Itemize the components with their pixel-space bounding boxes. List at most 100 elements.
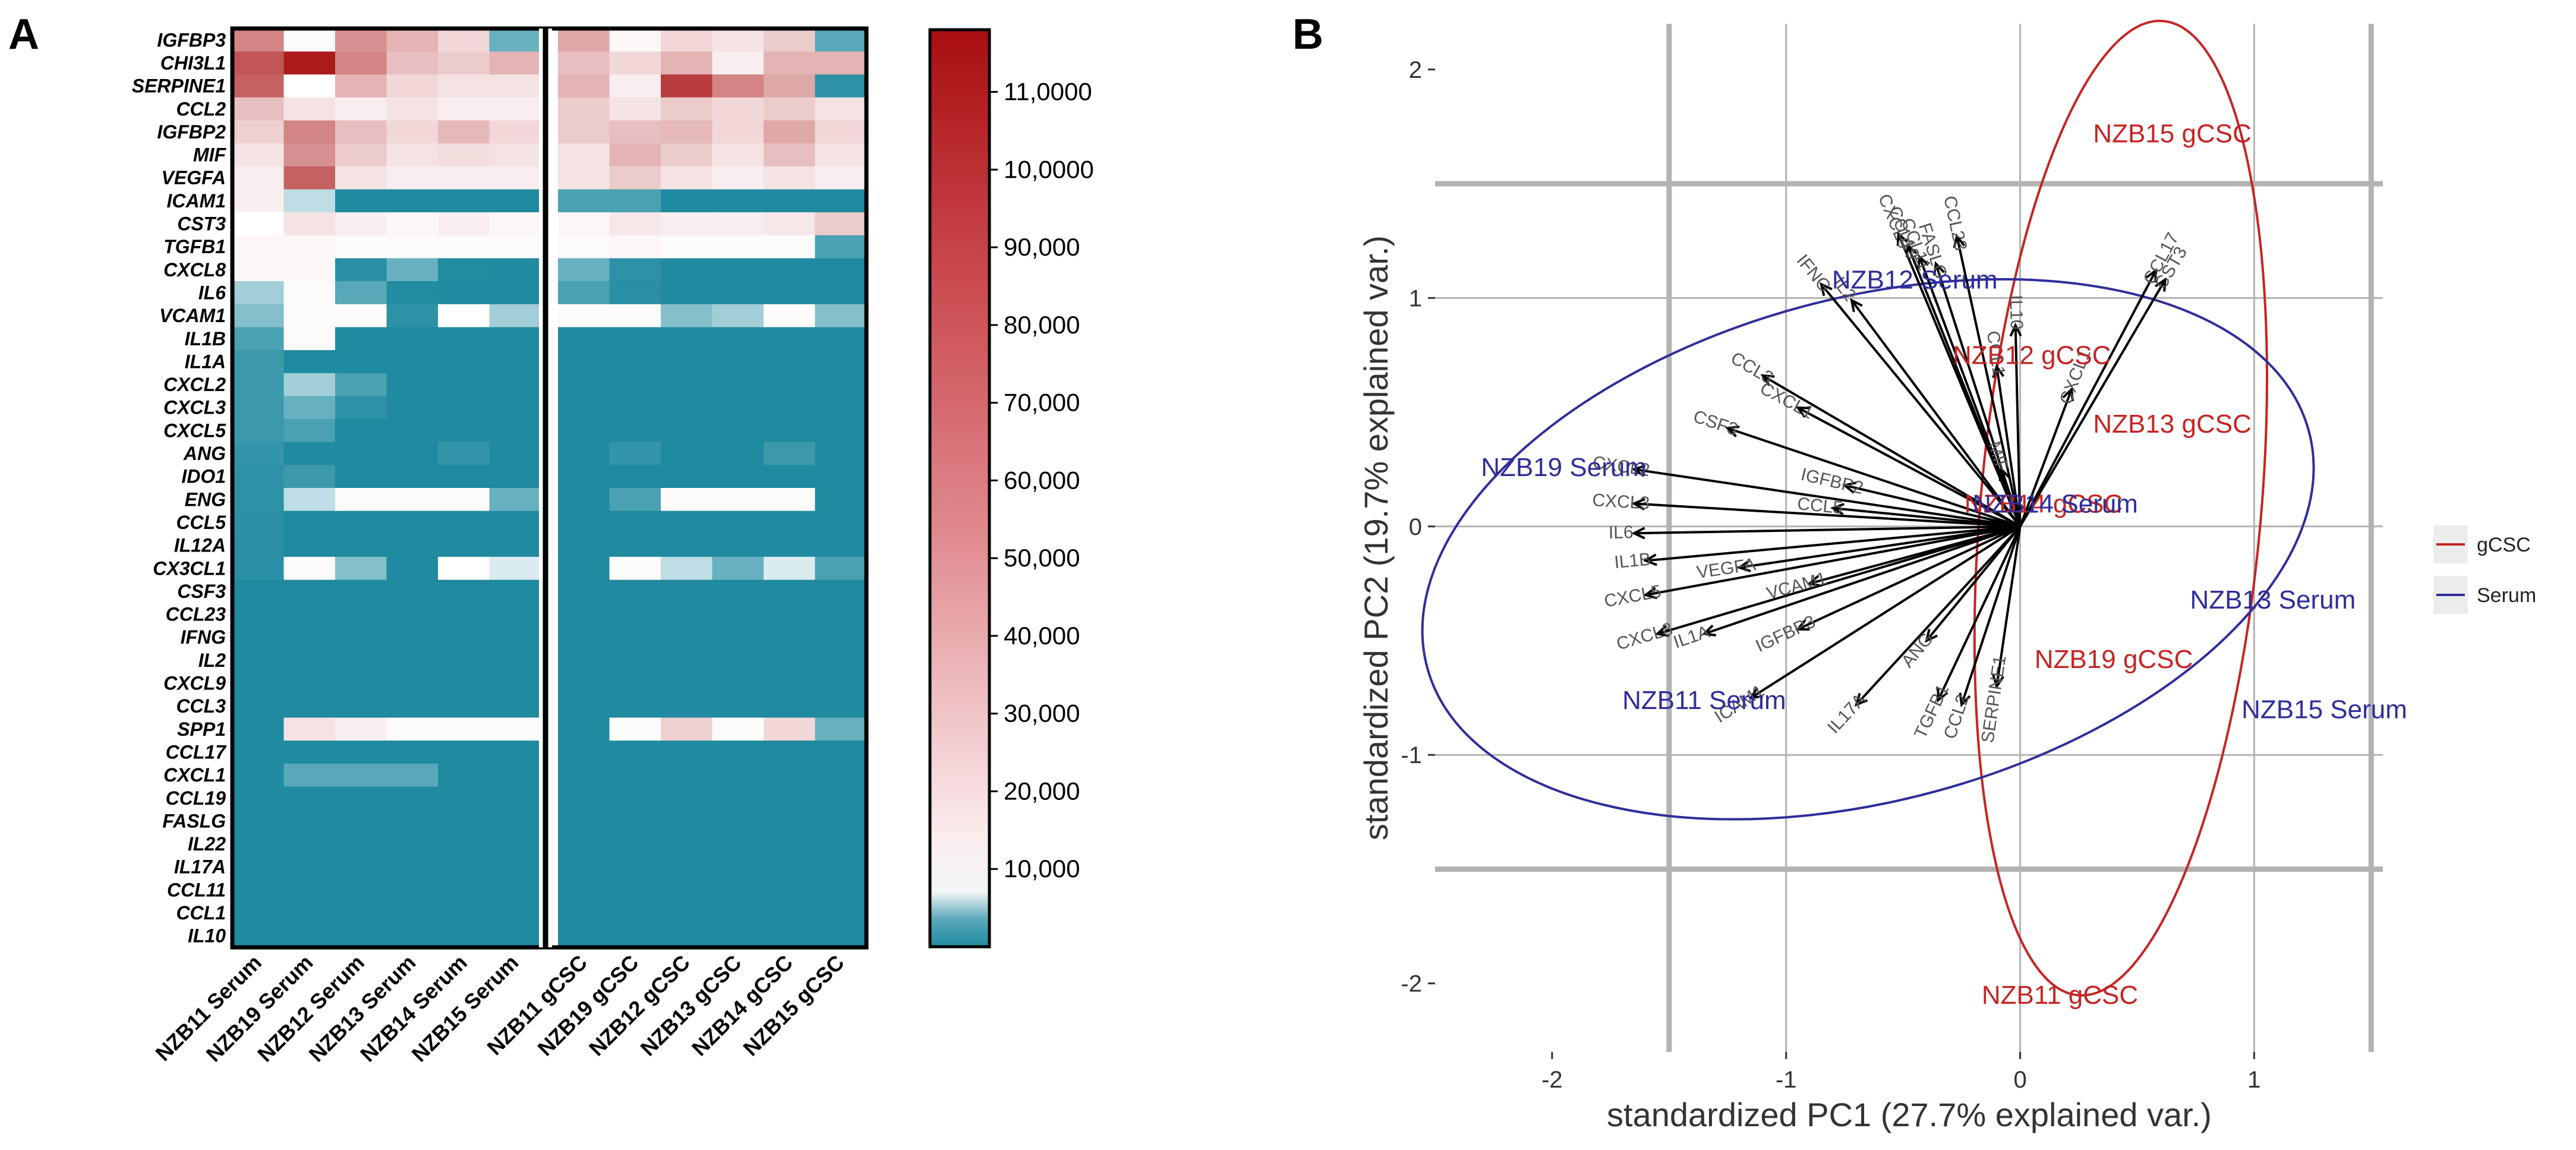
heat-cell	[815, 809, 867, 833]
heat-cell	[712, 120, 764, 144]
heat-cell	[609, 97, 661, 121]
heat-cell	[712, 855, 764, 879]
heat-cell	[609, 511, 661, 534]
loading-arrowhead	[1992, 364, 2005, 379]
heat-cell	[712, 763, 764, 787]
heat-cell	[335, 143, 387, 167]
heat-cell	[661, 694, 713, 719]
loading-arrowhead	[1850, 298, 1863, 313]
heat-cell	[386, 878, 439, 902]
heat-cell	[283, 373, 336, 397]
heat-cell	[661, 556, 713, 581]
heat-cell	[764, 189, 816, 213]
loading-arrowhead	[2154, 277, 2167, 292]
heat-cell	[438, 741, 490, 764]
heat-cell	[335, 189, 387, 213]
heat-cell	[489, 166, 541, 190]
heat-cell	[558, 603, 610, 626]
heat-cell	[764, 166, 816, 190]
heat-cell	[283, 51, 336, 75]
heat-cell	[712, 74, 764, 98]
heat-cell	[386, 304, 439, 328]
loading-arrowhead	[1933, 261, 1946, 276]
heat-cell	[815, 786, 867, 810]
heat-cell	[558, 419, 610, 443]
heat-cell	[489, 304, 541, 328]
heat-cell	[609, 648, 661, 672]
loading-arrow	[1995, 366, 2022, 527]
heat-cell	[558, 901, 610, 925]
heat-cell	[438, 786, 490, 810]
heat-cell	[232, 878, 285, 902]
heat-cell	[712, 327, 764, 351]
heat-cell	[558, 786, 610, 810]
heat-cell	[232, 579, 285, 603]
loading-arrow	[2019, 279, 2167, 527]
gene-label: SERPINE1	[132, 75, 226, 97]
heat-cell	[335, 694, 387, 719]
heat-cell	[764, 97, 816, 121]
heat-cell	[661, 442, 713, 465]
heat-cell	[335, 74, 387, 98]
heat-cell	[558, 373, 610, 397]
heat-cell	[335, 556, 387, 581]
heat-cell	[386, 924, 439, 948]
heat-cell	[283, 120, 336, 144]
heat-cell	[609, 74, 661, 98]
heat-cell	[386, 603, 439, 626]
heat-cell	[712, 304, 764, 328]
heat-cell	[764, 878, 816, 902]
heat-cell	[558, 166, 610, 190]
loading-arrow	[2014, 325, 2022, 527]
heat-cell	[438, 29, 490, 52]
heat-cell	[764, 763, 816, 787]
loading-label: IGFBP2	[1799, 465, 1865, 498]
gene-label: VEGFA	[162, 167, 226, 188]
heat-cell	[438, 717, 490, 741]
gene-label: CHI3L1	[160, 52, 226, 74]
heat-cell	[489, 51, 541, 75]
loading-label: CSF3	[1691, 407, 1740, 440]
observation-label: NZB12 Serum	[1832, 266, 1998, 295]
heat-cell	[489, 74, 541, 98]
heat-cell	[764, 143, 816, 167]
heat-cell	[712, 212, 764, 236]
gene-label: IGFBP2	[157, 121, 226, 143]
heat-cell	[386, 832, 439, 856]
gene-label: CCL1	[176, 902, 226, 924]
heat-cell	[815, 373, 867, 397]
heat-cell	[558, 579, 610, 603]
loading-arrowhead	[1992, 675, 2005, 689]
heat-cell	[609, 235, 661, 259]
gene-label: CSF3	[177, 581, 226, 602]
observation-label: NZB13 Serum	[2190, 585, 2356, 615]
heat-cell	[386, 166, 439, 190]
heat-cell	[283, 717, 336, 741]
heat-cell	[283, 694, 336, 719]
heat-cell	[609, 258, 661, 282]
heat-cell	[489, 189, 541, 213]
heat-cell	[609, 534, 661, 557]
heat-cell	[489, 29, 541, 52]
heat-cell	[489, 763, 541, 787]
heat-cell	[712, 625, 764, 650]
gene-label: CST3	[177, 213, 226, 235]
loading-arrowhead	[1925, 629, 1938, 643]
heat-cell	[712, 534, 764, 557]
heat-cell	[386, 442, 439, 465]
loading-label: IL10	[2006, 295, 2026, 330]
heat-cell	[815, 924, 867, 948]
heat-cell	[438, 579, 490, 603]
heat-cell	[661, 189, 713, 213]
heat-cell	[386, 625, 439, 650]
heat-cell	[558, 741, 610, 764]
heat-cell	[283, 534, 336, 557]
loading-arrowhead	[1701, 624, 1717, 637]
heat-cell	[558, 304, 610, 328]
heat-cell	[661, 235, 713, 259]
heat-cell	[712, 648, 764, 672]
heat-cell	[609, 120, 661, 144]
heat-cell	[283, 763, 336, 787]
ellipse-serum	[1421, 278, 2315, 821]
heat-cell	[815, 74, 867, 98]
